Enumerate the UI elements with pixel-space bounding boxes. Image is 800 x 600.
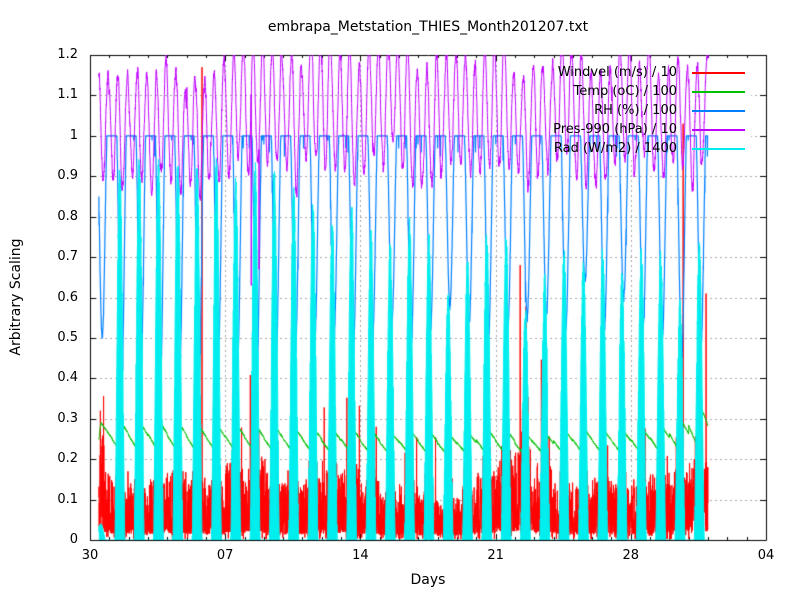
legend-item: Temp (oC) / 100 [400, 83, 760, 102]
y-tick-label: 0 [69, 532, 78, 547]
x-axis-label: Days [410, 572, 446, 588]
legend-item: Windvel (m/s) / 10 [400, 64, 760, 83]
legend-item: Rad (W/m2) / 1400 [400, 140, 760, 159]
legend-label: Windvel (m/s) / 10 [557, 65, 677, 80]
legend-label: Rad (W/m2) / 1400 [553, 141, 677, 156]
y-tick-label: 1.2 [57, 47, 78, 62]
x-tick-label: 21 [487, 548, 504, 563]
y-tick-label: 0.5 [57, 329, 78, 345]
legend-label: Pres-990 (hPa) / 10 [553, 122, 677, 137]
x-tick-label: 28 [622, 548, 640, 563]
y-tick-label: 0.6 [57, 289, 78, 305]
x-tick-label: 30 [81, 548, 99, 563]
legend-label: Temp (oC) / 100 [573, 84, 677, 99]
y-tick-label: 0.8 [57, 208, 78, 224]
y-tick-label: 0.7 [57, 249, 78, 265]
legend-line-sample [692, 72, 745, 74]
legend-line-sample [692, 148, 745, 150]
legend-item: RH (%) / 100 [400, 102, 760, 121]
chart-title: embrapa_Metstation_THIES_Month201207.txt [267, 19, 589, 35]
x-tick-label: 07 [216, 548, 234, 563]
y-tick-label: 0.3 [57, 410, 78, 426]
x-tick-label: 14 [352, 548, 369, 563]
legend-item: Pres-990 (hPa) / 10 [400, 121, 760, 140]
legend-line-sample [692, 110, 745, 112]
y-tick-label: 1.1 [57, 87, 78, 103]
y-tick-label: 0.2 [57, 451, 78, 467]
legend-line-sample [692, 91, 745, 93]
x-tick-label: 04 [757, 548, 775, 563]
legend-line-sample [692, 129, 745, 131]
y-tick-label: 0.1 [57, 491, 78, 507]
y-tick-label: 0.4 [57, 370, 78, 386]
y-tick-label: 0.9 [57, 168, 78, 184]
legend-label: RH (%) / 100 [594, 103, 677, 118]
y-tick-label: 1 [69, 127, 78, 143]
